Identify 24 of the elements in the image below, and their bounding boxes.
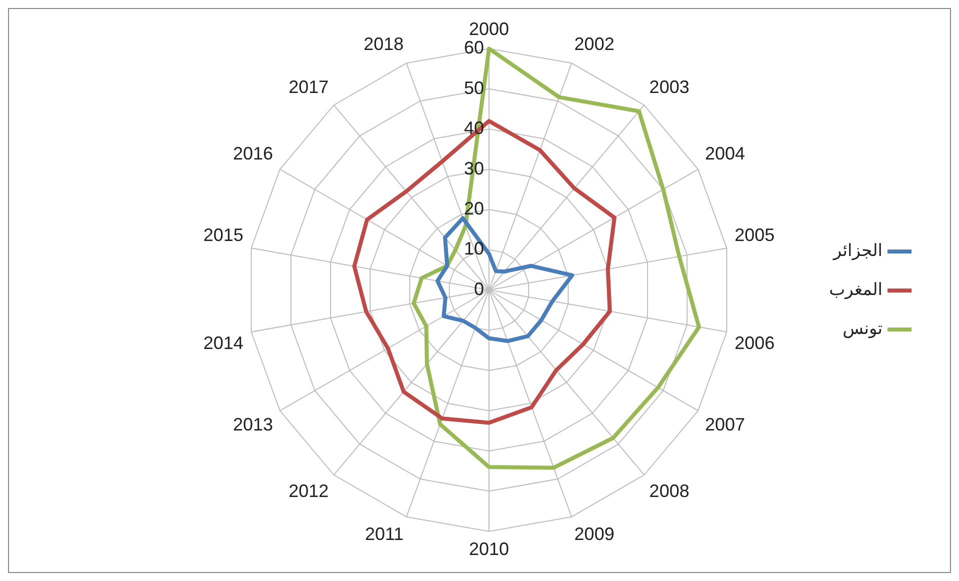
legend-label: الجزائر (832, 240, 882, 261)
spoke-label: 2017 (288, 77, 329, 98)
spoke-label: 2005 (734, 224, 775, 245)
spoke-label: 2014 (203, 333, 244, 354)
spoke-label: 2007 (704, 414, 746, 434)
spoke-label: 2000 (468, 18, 510, 39)
spoke-label: 2015 (203, 224, 244, 245)
legend-label: المغرب (829, 280, 882, 300)
spoke-label: 2004 (704, 143, 746, 164)
y-tick-label: 10 (464, 238, 484, 259)
spoke-label: 2013 (232, 414, 274, 434)
spoke-label: 2012 (288, 480, 329, 501)
spoke-label: 2016 (232, 143, 274, 164)
spoke-label: 2002 (574, 34, 614, 54)
y-tick-label: 0 (474, 278, 484, 299)
spoke-label: 2018 (364, 34, 404, 54)
spoke-label: 2006 (734, 333, 775, 354)
spoke-label: 2003 (649, 77, 690, 98)
legend-label: تونس (842, 318, 883, 339)
spoke-label: 2009 (574, 524, 614, 544)
spoke-label: 2008 (649, 480, 690, 501)
spoke-label: 2010 (468, 539, 510, 560)
spoke-label: 2011 (364, 524, 404, 544)
y-tick-label: 60 (464, 38, 484, 58)
